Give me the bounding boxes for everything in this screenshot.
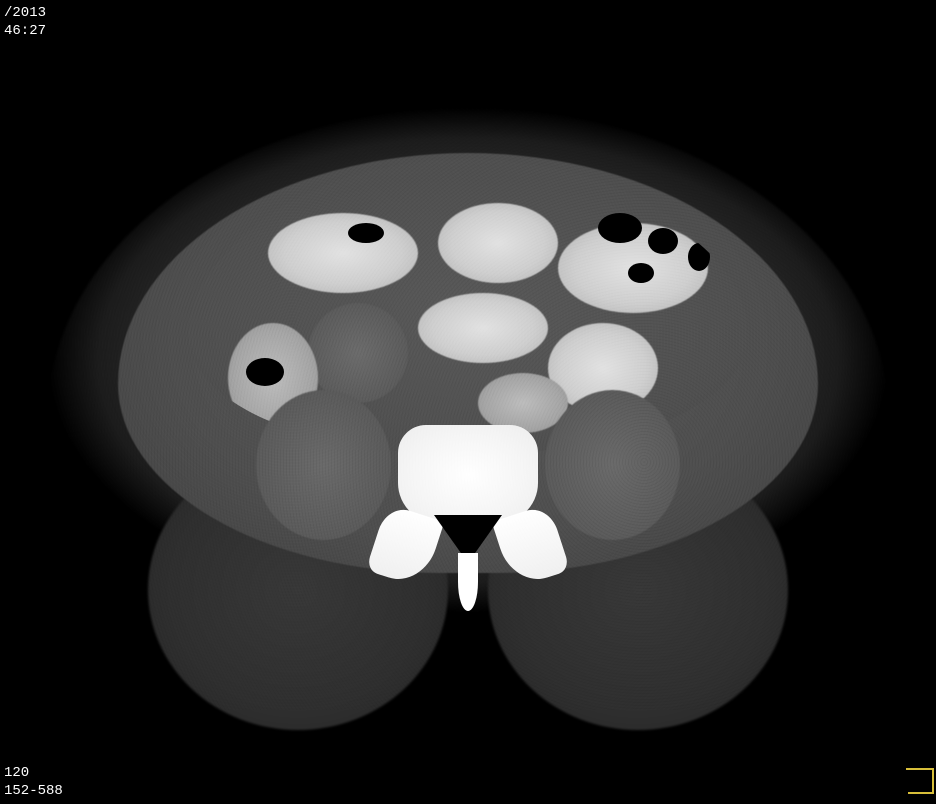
gas-pocket <box>348 223 384 243</box>
bowel-loop <box>438 203 558 283</box>
bowel-loop <box>308 303 408 403</box>
ct-axial-image[interactable] <box>0 60 936 740</box>
gas-pocket <box>246 358 284 386</box>
vertebral-body <box>398 425 538 525</box>
kvp-text: 120 <box>4 764 63 782</box>
series-image-text: 152-588 <box>4 782 63 800</box>
overlay-bottom-left: 120 152-588 <box>4 764 63 800</box>
dicom-viewer[interactable]: /2013 46:27 120 152-588 <box>0 0 936 804</box>
study-time-text: 46:27 <box>4 22 46 40</box>
ct-body-outline <box>28 90 908 710</box>
psoas-right <box>545 390 680 540</box>
gas-pocket <box>628 263 654 283</box>
bowel-loop <box>268 213 418 293</box>
gas-pocket <box>598 213 642 243</box>
right-edge-notch <box>884 450 914 500</box>
orientation-marker-icon <box>908 768 934 794</box>
bowel-loop <box>418 293 548 363</box>
spinous-process <box>458 553 478 611</box>
lumbar-vertebra <box>383 425 553 575</box>
left-edge-notch <box>22 440 52 490</box>
gas-pocket <box>688 243 710 271</box>
overlay-top-left: /2013 46:27 <box>4 4 46 40</box>
study-date-text: /2013 <box>4 4 46 22</box>
gas-pocket <box>648 228 678 254</box>
psoas-left <box>256 390 391 540</box>
